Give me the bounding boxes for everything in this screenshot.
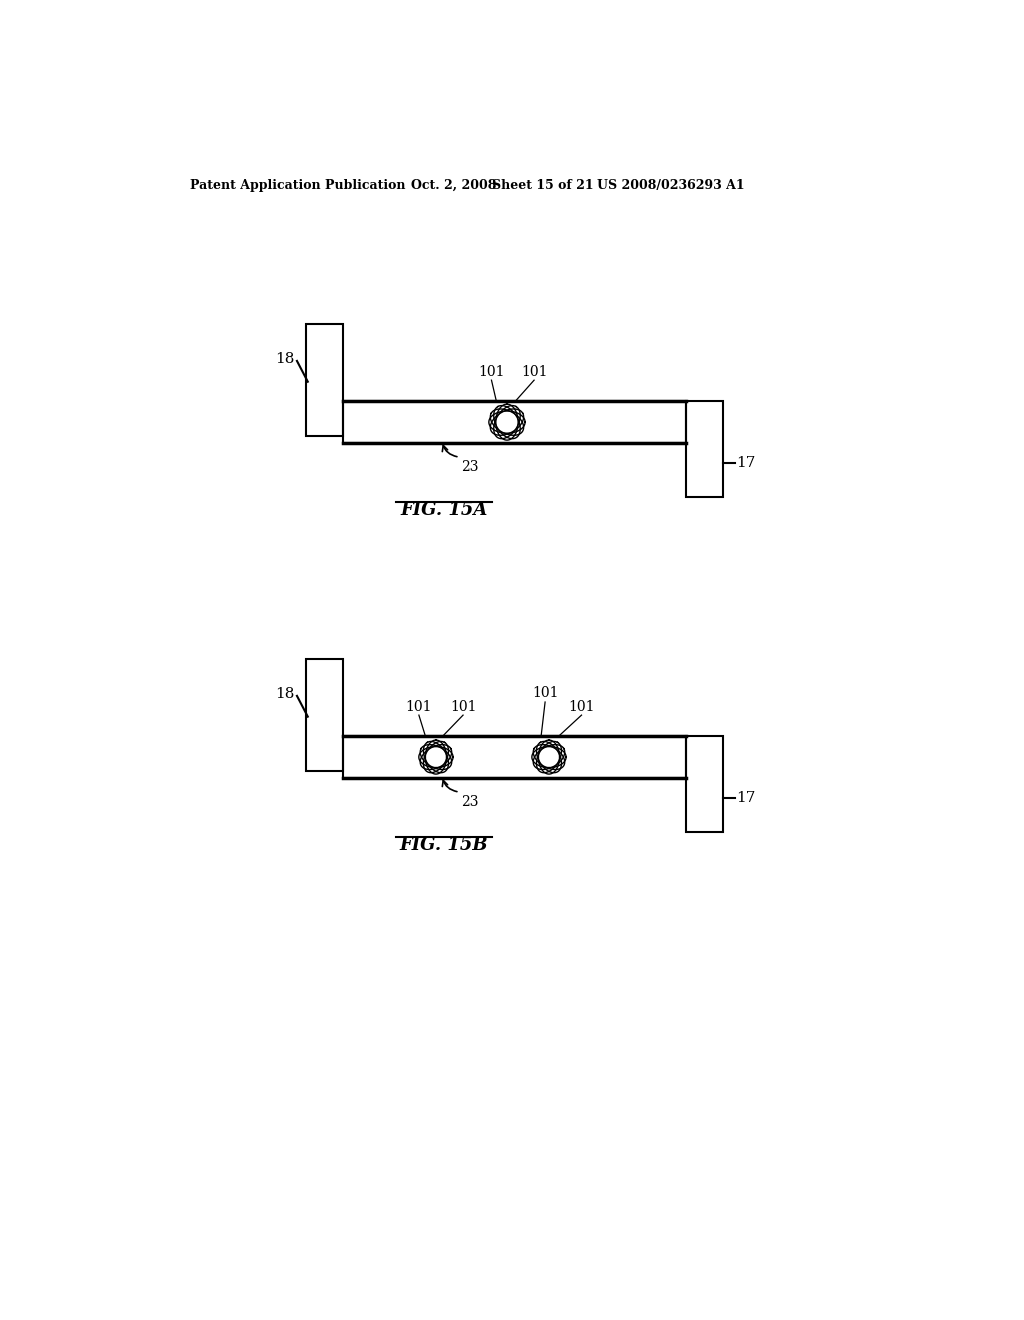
Text: Patent Application Publication: Patent Application Publication — [190, 178, 406, 191]
Bar — [343, 401, 686, 444]
Bar — [686, 401, 723, 498]
Bar — [306, 323, 343, 436]
Text: Oct. 2, 2008: Oct. 2, 2008 — [411, 178, 497, 191]
Text: Sheet 15 of 21: Sheet 15 of 21 — [493, 178, 594, 191]
Text: 23: 23 — [461, 795, 479, 809]
Text: 17: 17 — [736, 455, 756, 470]
Text: 101: 101 — [450, 701, 476, 714]
Text: 101: 101 — [568, 701, 595, 714]
Text: FIG. 15A: FIG. 15A — [400, 502, 487, 519]
Text: 23: 23 — [461, 461, 479, 474]
Text: US 2008/0236293 A1: US 2008/0236293 A1 — [597, 178, 744, 191]
Text: 18: 18 — [275, 686, 295, 701]
Bar — [686, 737, 723, 832]
Text: 101: 101 — [478, 366, 505, 379]
Bar — [306, 659, 343, 771]
Text: 18: 18 — [275, 351, 295, 366]
Text: 17: 17 — [736, 791, 756, 804]
Text: 101: 101 — [406, 701, 432, 714]
Text: FIG. 15B: FIG. 15B — [400, 836, 488, 854]
Bar — [343, 737, 686, 779]
Text: 101: 101 — [521, 366, 548, 379]
Text: 101: 101 — [531, 686, 558, 701]
